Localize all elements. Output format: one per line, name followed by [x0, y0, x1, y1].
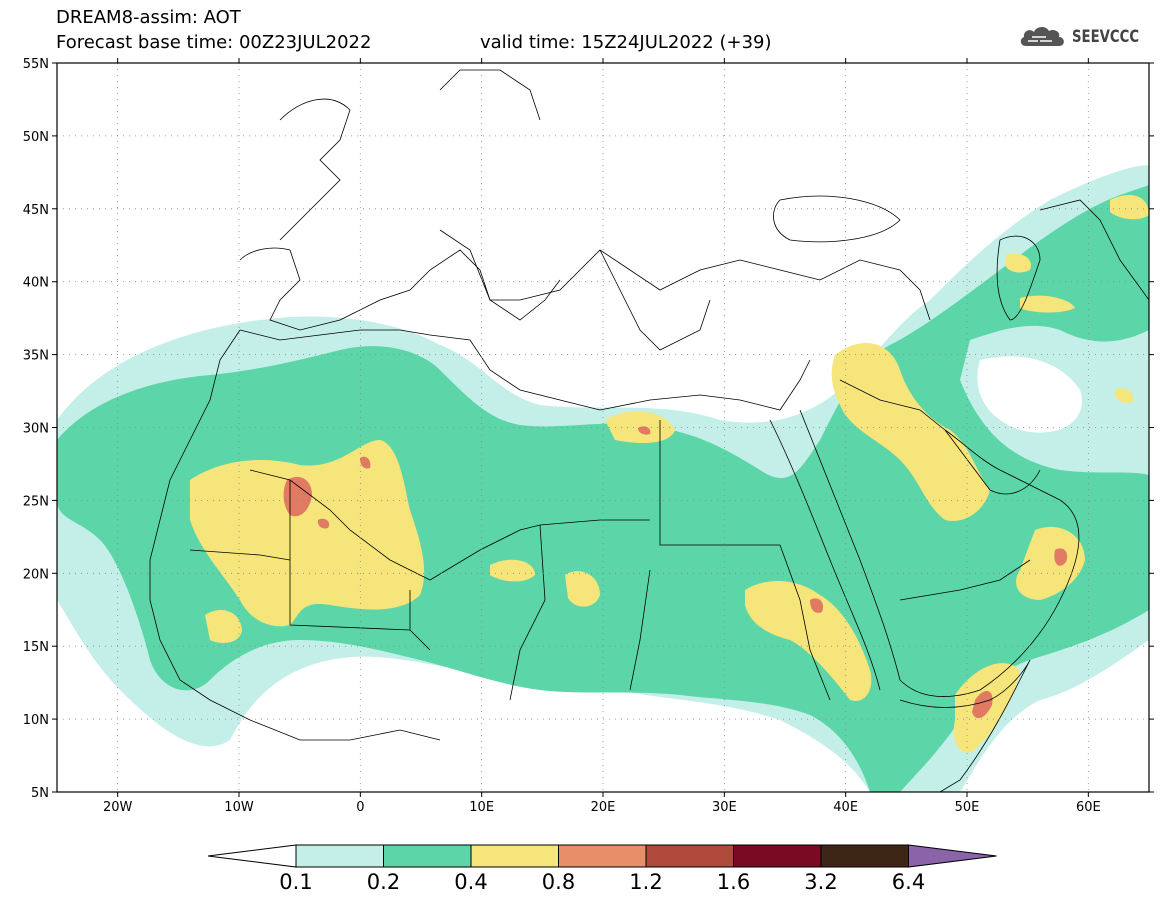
colorbar-segment [295, 844, 384, 868]
colorbar-segment [470, 844, 559, 868]
lon-tick-label: 40E [833, 800, 858, 815]
aot-band-0.8 [638, 426, 651, 435]
aot-band-0.4 [1005, 253, 1031, 273]
colorbar-segment [645, 844, 734, 868]
logo-text: SEEVCCC [1072, 27, 1140, 47]
aot-band-0.4 [831, 343, 990, 521]
aot-hole [977, 356, 1082, 433]
colorbar-label: 0.8 [542, 870, 575, 894]
aot-band-0.8 [360, 456, 371, 469]
colorbar-label: 3.2 [804, 870, 837, 894]
colorbar-label: 1.2 [629, 870, 662, 894]
lat-tick-label: 10N [23, 713, 49, 728]
colorbar: 0.1 0.2 0.4 0.8 1.2 1.6 3.2 6.4 [207, 844, 997, 894]
lon-tick-label: 60E [1076, 800, 1101, 815]
aot-band-0.4 [1115, 388, 1134, 403]
colorbar-label: 1.6 [717, 870, 750, 894]
aot-band-0.8 [317, 518, 330, 529]
seevccc-logo: SEEVCCC [1018, 24, 1158, 50]
coastlines [149, 69, 1149, 792]
aot-band-0.8 [972, 690, 993, 719]
aot-band-0.2 [57, 185, 1149, 792]
lat-tick-label: 35N [23, 349, 49, 364]
lon-tick-label: 20W [103, 800, 133, 815]
aot-band-0.4 [205, 610, 242, 643]
lon-tick-label: 30E [712, 800, 737, 815]
colorbar-segment [820, 844, 909, 868]
aot-band-0.8 [810, 598, 824, 613]
longitude-axis: 20W 10W 0 10E 20E 30E 40E 50E 60E [103, 58, 1101, 815]
lat-tick-label: 40N [23, 276, 49, 291]
aot-band-0.4 [1020, 295, 1075, 313]
lon-tick-label: 0 [356, 800, 364, 815]
lat-tick-label: 55N [23, 57, 49, 72]
colorbar-segment [383, 844, 472, 868]
aot-band-0.4 [1016, 526, 1085, 600]
colorbar-segment [733, 844, 822, 868]
colorbar-label: 6.4 [892, 870, 925, 894]
colorbar-low-triangle [207, 844, 297, 868]
lat-tick-label: 25N [23, 494, 49, 509]
aot-band-0.8 [283, 476, 312, 517]
colorbar-label: 0.1 [279, 870, 312, 894]
gridlines [57, 63, 1149, 792]
aot-band-0.4 [565, 571, 600, 607]
aot-contours [57, 165, 1149, 792]
aot-band-0.4 [1110, 195, 1149, 220]
aot-band-0.8 [1054, 548, 1068, 566]
cloud-icon [1020, 26, 1064, 46]
lat-tick-label: 20N [23, 567, 49, 582]
colorbar-segment [558, 844, 647, 868]
lon-tick-label: 20E [591, 800, 616, 815]
map-title: DREAM8-assim: AOT [56, 7, 241, 28]
forecast-base-time: Forecast base time: 00Z23JUL2022 [56, 32, 372, 53]
colorbar-label: 0.4 [454, 870, 487, 894]
aot-band-0.4 [490, 559, 535, 582]
lat-tick-label: 30N [23, 422, 49, 437]
latitude-axis: 55N 50N 45N 40N 35N 30N 25N 20N 15N 10N 5N [23, 57, 1154, 801]
lon-tick-label: 10W [224, 800, 254, 815]
colorbar-label: 0.2 [367, 870, 400, 894]
colorbar-high-triangle [908, 844, 997, 868]
aot-band-0.4 [190, 440, 425, 627]
valid-time: valid time: 15Z24JUL2022 (+39) [480, 32, 772, 53]
lon-tick-label: 10E [469, 800, 494, 815]
lon-tick-label: 50E [955, 800, 980, 815]
lat-tick-label: 50N [23, 130, 49, 145]
lat-tick-label: 15N [23, 640, 49, 655]
lat-tick-label: 45N [23, 203, 49, 218]
lat-tick-label: 5N [31, 786, 49, 801]
